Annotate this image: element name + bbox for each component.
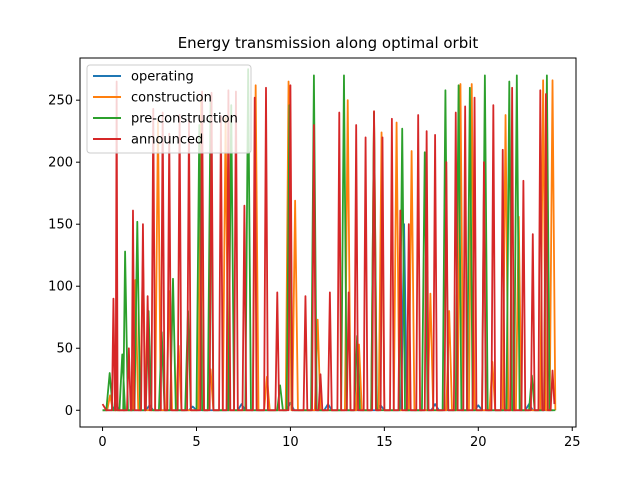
legend: operating construction pre-construction ann… — [86, 64, 252, 154]
y-tick-label: 250 — [48, 94, 73, 109]
x-tick-label: 20 — [470, 435, 487, 450]
y-tick-label: 100 — [48, 280, 73, 295]
legend-label-announced: announced — [131, 133, 203, 148]
series-line-announced — [101, 80, 556, 412]
legend-label-operating: operating — [131, 70, 194, 85]
x-axis: 0 5 10 15 20 25 — [98, 427, 581, 450]
y-axis: 0 50 100 150 200 250 — [48, 94, 80, 419]
y-tick-label: 50 — [56, 342, 73, 357]
x-tick-label: 0 — [98, 435, 106, 450]
axes-frame — [79, 57, 577, 428]
legend-label-construction: construction — [131, 91, 212, 106]
x-tick-label: 10 — [282, 435, 299, 450]
chart-title: Energy transmission along optimal orbit — [178, 34, 479, 52]
y-tick-label: 0 — [65, 404, 73, 419]
plot-area — [101, 68, 557, 412]
x-tick-label: 25 — [564, 435, 581, 450]
y-tick-label: 200 — [48, 156, 73, 171]
legend-label-pre-construction: pre-construction — [131, 112, 238, 127]
y-tick-label: 150 — [48, 218, 73, 233]
legend-box — [86, 64, 252, 154]
x-tick-label: 15 — [376, 435, 393, 450]
x-tick-label: 5 — [192, 435, 200, 450]
